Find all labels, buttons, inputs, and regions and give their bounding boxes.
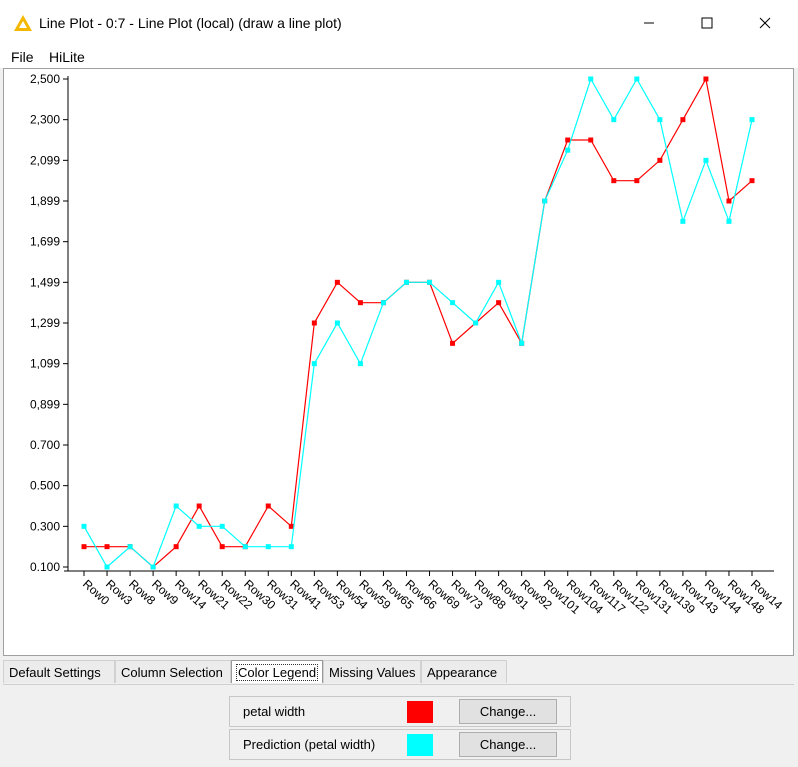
window-title: Line Plot - 0:7 - Line Plot (local) (dra… bbox=[39, 15, 342, 31]
tab-label: Column Selection bbox=[121, 665, 223, 680]
data-point bbox=[404, 280, 409, 285]
tab-label: Default Settings bbox=[9, 665, 101, 680]
menu-file[interactable]: File bbox=[11, 49, 34, 65]
data-point bbox=[657, 117, 662, 122]
data-point bbox=[358, 300, 363, 305]
data-point bbox=[220, 544, 225, 549]
y-tick-label: 1,699 bbox=[30, 235, 60, 249]
data-point bbox=[151, 565, 156, 570]
maximize-icon bbox=[701, 17, 713, 29]
series-line-0 bbox=[84, 79, 752, 567]
data-point bbox=[266, 544, 271, 549]
y-tick-label: 0.700 bbox=[30, 438, 60, 452]
y-tick-label: 2,099 bbox=[30, 153, 60, 167]
tab-label: Color Legend bbox=[237, 665, 317, 680]
data-point bbox=[174, 504, 179, 509]
minimize-icon bbox=[643, 17, 655, 29]
y-tick-label: 1,899 bbox=[30, 194, 60, 208]
data-point bbox=[565, 148, 570, 153]
data-point bbox=[289, 544, 294, 549]
data-point bbox=[680, 219, 685, 224]
tab-missing-values[interactable]: Missing Values bbox=[323, 660, 421, 683]
data-point bbox=[519, 341, 524, 346]
y-tick-label: 1,299 bbox=[30, 316, 60, 330]
legend-row-prediction: Prediction (petal width) Change... bbox=[229, 729, 571, 760]
legend-label: petal width bbox=[243, 704, 305, 719]
tab-color-legend[interactable]: Color Legend bbox=[231, 660, 323, 683]
maximize-button[interactable] bbox=[684, 8, 730, 38]
change-color-button[interactable]: Change... bbox=[459, 732, 557, 757]
data-point bbox=[703, 77, 708, 82]
y-tick-label: 1,099 bbox=[30, 357, 60, 371]
data-point bbox=[82, 524, 87, 529]
data-point bbox=[82, 544, 87, 549]
color-swatch bbox=[407, 701, 433, 723]
data-point bbox=[450, 341, 455, 346]
data-point bbox=[565, 138, 570, 143]
y-tick-label: 2,300 bbox=[30, 113, 60, 127]
tab-column-selection[interactable]: Column Selection bbox=[115, 660, 231, 683]
line-chart: 0.100 0.300 0.500 0.700 0,899 1,099 1,299 1,499… bbox=[4, 69, 793, 655]
y-tick-label: 0.100 bbox=[30, 560, 60, 574]
tab-label: Missing Values bbox=[329, 665, 415, 680]
tab-default-settings[interactable]: Default Settings bbox=[3, 660, 115, 683]
data-point bbox=[634, 178, 639, 183]
data-point bbox=[128, 544, 133, 549]
data-point bbox=[496, 300, 501, 305]
menu-bar: File HiLite bbox=[0, 46, 798, 68]
tab-appearance[interactable]: Appearance bbox=[421, 660, 507, 683]
data-point bbox=[266, 504, 271, 509]
y-tick-label: 0.300 bbox=[30, 519, 60, 533]
title-bar: Line Plot - 0:7 - Line Plot (local) (dra… bbox=[0, 0, 798, 46]
data-point bbox=[473, 321, 478, 326]
knime-warning-triangle-icon bbox=[13, 14, 33, 32]
data-point bbox=[726, 219, 731, 224]
color-swatch bbox=[407, 734, 433, 756]
data-point bbox=[588, 77, 593, 82]
plot-panel[interactable]: 0.100 0.300 0.500 0.700 0,899 1,099 1,299 1,499… bbox=[3, 68, 794, 656]
data-point bbox=[220, 524, 225, 529]
data-point bbox=[657, 158, 662, 163]
y-tick-label: 0,899 bbox=[30, 397, 60, 411]
data-point bbox=[634, 77, 639, 82]
data-point bbox=[750, 178, 755, 183]
close-icon bbox=[759, 17, 771, 29]
data-point bbox=[335, 280, 340, 285]
y-tick-label: 1,499 bbox=[30, 275, 60, 289]
tab-label: Appearance bbox=[427, 665, 497, 680]
data-point bbox=[703, 158, 708, 163]
data-point bbox=[726, 199, 731, 204]
data-point bbox=[427, 280, 432, 285]
data-point bbox=[450, 300, 455, 305]
menu-hilite[interactable]: HiLite bbox=[49, 49, 85, 65]
y-tick-label: 2,500 bbox=[30, 72, 60, 86]
data-point bbox=[542, 199, 547, 204]
data-point bbox=[358, 361, 363, 366]
data-point bbox=[105, 565, 110, 570]
data-point bbox=[381, 300, 386, 305]
color-legend-panel: petal width Change... Prediction (petal … bbox=[3, 684, 794, 767]
legend-label: Prediction (petal width) bbox=[243, 737, 375, 752]
data-point bbox=[243, 544, 248, 549]
data-point bbox=[312, 321, 317, 326]
data-point bbox=[312, 361, 317, 366]
data-point bbox=[174, 544, 179, 549]
close-button[interactable] bbox=[742, 8, 788, 38]
series-line-1 bbox=[84, 79, 752, 567]
y-tick-label: 0.500 bbox=[30, 479, 60, 493]
minimize-button[interactable] bbox=[626, 8, 672, 38]
legend-row-petal-width: petal width Change... bbox=[229, 696, 571, 727]
data-point bbox=[611, 178, 616, 183]
change-color-button[interactable]: Change... bbox=[459, 699, 557, 724]
data-point bbox=[197, 524, 202, 529]
data-point bbox=[680, 117, 685, 122]
data-point bbox=[750, 117, 755, 122]
data-point bbox=[105, 544, 110, 549]
data-point bbox=[588, 138, 593, 143]
data-point bbox=[197, 504, 202, 509]
data-point bbox=[335, 321, 340, 326]
data-point bbox=[611, 117, 616, 122]
data-point bbox=[496, 280, 501, 285]
